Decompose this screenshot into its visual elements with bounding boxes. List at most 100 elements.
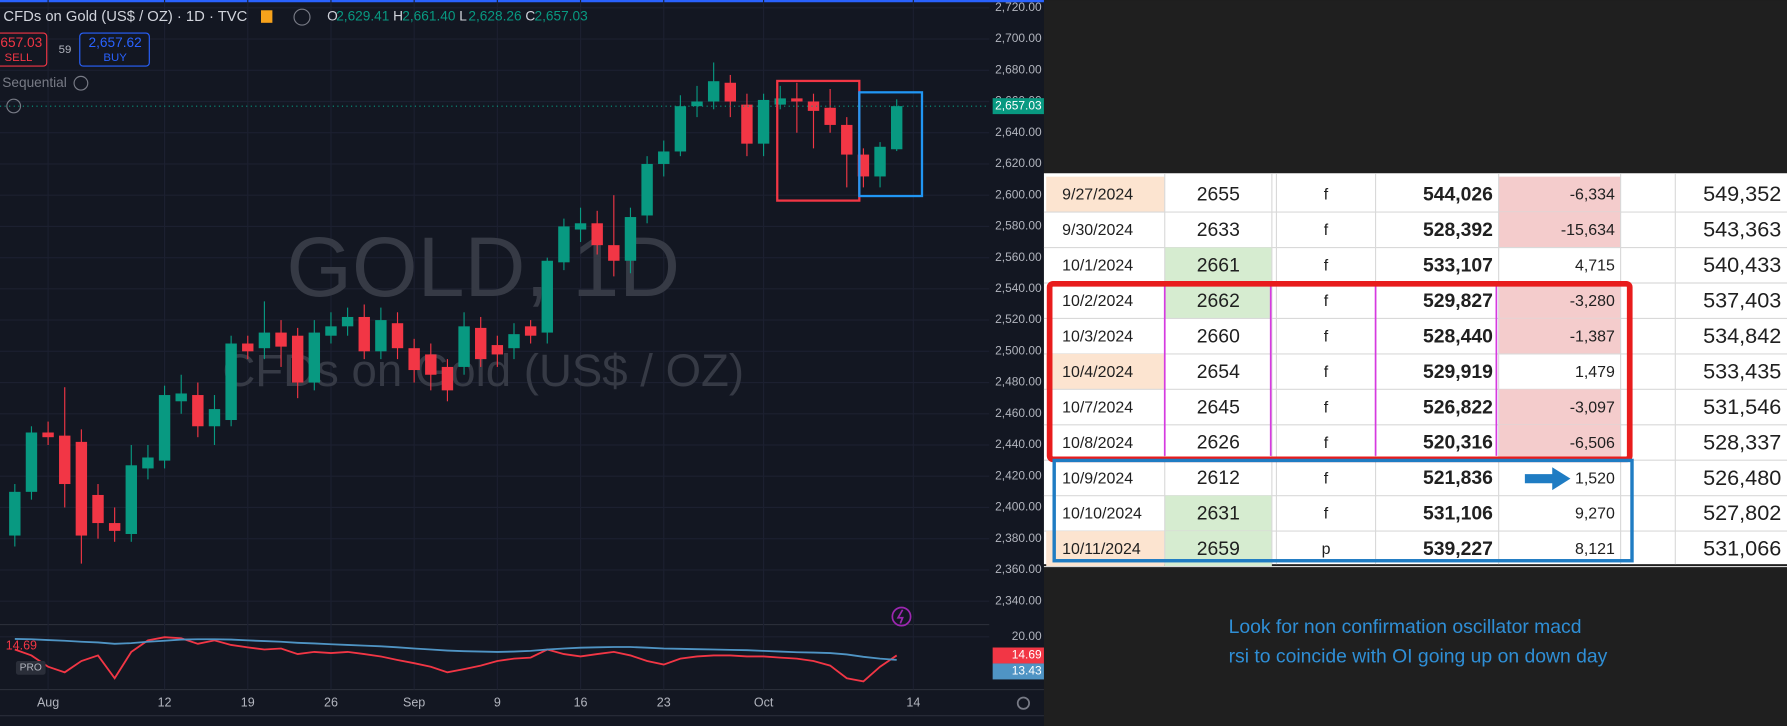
- x-tick-label: 23: [657, 696, 671, 710]
- cell-open-interest: 531,106: [1423, 503, 1493, 525]
- cell-price: 2633: [1197, 219, 1240, 241]
- candle-body: [225, 343, 237, 421]
- ohlc-value: 2,628.26: [468, 9, 521, 24]
- y-tick-label: 2,600.00: [995, 187, 1042, 201]
- candle-body: [857, 154, 870, 177]
- candle-body: [624, 217, 637, 261]
- cell-fill: [1046, 176, 1165, 213]
- cell-total: 527,802: [1703, 500, 1781, 525]
- candle-body: [707, 81, 720, 102]
- candle-body: [175, 393, 187, 402]
- cell-date: 10/9/2024: [1062, 470, 1133, 487]
- ohlc-key: L: [459, 9, 467, 24]
- cell-change: -1,387: [1570, 329, 1615, 346]
- sheet-annotations: [1046, 280, 1634, 563]
- candle-body: [375, 320, 387, 352]
- y-tick-label: 2,380.00: [995, 531, 1042, 545]
- candle-body: [308, 332, 321, 383]
- note-line: Look for non confirmation oscillator mac…: [1229, 616, 1582, 638]
- candle-body: [724, 82, 736, 102]
- cell-fill: [1046, 353, 1165, 390]
- arrow: [1524, 467, 1571, 491]
- chart-panel: [0, 0, 1044, 726]
- candle-body: [591, 223, 603, 246]
- x-tick-label: 26: [324, 696, 338, 710]
- alert-icon[interactable]: [891, 606, 912, 627]
- candle-body: [59, 435, 71, 485]
- candle-body: [874, 146, 886, 177]
- x-tick-label: 14: [906, 696, 920, 710]
- value-badge: [992, 663, 1044, 680]
- buy-price: 2,657.62: [89, 35, 142, 50]
- hide-icon[interactable]: [6, 98, 22, 114]
- eye-icon[interactable]: [293, 8, 311, 26]
- cell-total: 531,546: [1703, 394, 1781, 419]
- cell-date: 10/8/2024: [1062, 435, 1133, 452]
- cell-total: 543,363: [1703, 217, 1781, 242]
- y-tick-label: 2,580.00: [995, 219, 1042, 233]
- x-tick-label: Aug: [37, 696, 59, 710]
- cell-fill: [1498, 176, 1621, 213]
- settings-icon[interactable]: [1016, 696, 1030, 710]
- cell-change: -6,506: [1570, 435, 1615, 452]
- ohlc-key: C: [525, 9, 535, 24]
- candle-body: [508, 334, 520, 349]
- y-tick-label: 2,500.00: [995, 343, 1042, 357]
- buy-button[interactable]: [79, 32, 150, 67]
- sell-button[interactable]: [0, 32, 48, 67]
- y-tick-label: 2,460.00: [995, 406, 1042, 420]
- y-tick-label: 2,420.00: [995, 468, 1042, 482]
- cell-date: 10/2/2024: [1062, 293, 1133, 310]
- value-badge-label: 13.43: [1012, 664, 1042, 678]
- candle-body: [75, 441, 88, 536]
- cell-fill: [1164, 495, 1272, 532]
- cell-flag: f: [1324, 329, 1329, 346]
- candle-body: [458, 326, 470, 367]
- candle-body: [491, 345, 504, 355]
- cell-flag: f: [1324, 435, 1329, 452]
- candle-body: [158, 395, 171, 461]
- cell-change: -6,334: [1570, 187, 1615, 204]
- note-line: rsi to coincide with OI going up on down…: [1229, 646, 1608, 668]
- candle-body: [791, 98, 803, 102]
- indicator-value: 14.69: [6, 639, 37, 653]
- cell-fill: [1498, 389, 1621, 425]
- watermark-title: GOLD, 1D: [286, 220, 680, 314]
- cell-open-interest: 529,827: [1423, 290, 1493, 312]
- y-tick-label: 2,680.00: [995, 62, 1042, 76]
- y-tick-label: 2,540.00: [995, 281, 1042, 295]
- ohlc-value: 2,657.03: [535, 9, 588, 24]
- y-tick-label: 2,340.00: [995, 593, 1042, 607]
- pro-badge: [15, 661, 46, 675]
- cell-price: 2631: [1197, 503, 1240, 525]
- plot: [0, 62, 990, 683]
- candle-body: [674, 106, 687, 152]
- cell-price: 2662: [1197, 290, 1240, 312]
- flag-icon[interactable]: [260, 10, 273, 23]
- grid: [0, 0, 990, 690]
- cell-date: 10/11/2024: [1062, 541, 1141, 558]
- candle-body: [391, 323, 404, 349]
- x-tick-label: 12: [158, 696, 172, 710]
- hide-icon[interactable]: [73, 75, 89, 91]
- cell-flag: f: [1324, 364, 1329, 381]
- ohlc-value: 2,629.41: [336, 9, 389, 24]
- cell-fill: [1498, 318, 1621, 354]
- candle-body: [824, 107, 836, 125]
- candle-body: [841, 124, 853, 155]
- cell-date: 9/30/2024: [1062, 222, 1133, 239]
- buy-label: BUY: [103, 52, 127, 64]
- cell-open-interest: 539,227: [1423, 538, 1493, 560]
- cell-fill: [1498, 424, 1621, 461]
- cell-total: 534,842: [1703, 323, 1781, 348]
- candle-body: [741, 104, 753, 144]
- cell-change: 8,121: [1575, 541, 1615, 558]
- y-tick-label: 2,480.00: [995, 375, 1042, 389]
- value-badge-label: 14.69: [1012, 648, 1042, 662]
- x-tick-label: Sep: [403, 696, 425, 710]
- cell-fill: [1498, 212, 1621, 248]
- cell-fill: [1498, 282, 1621, 319]
- y-tick-label: 2,720.00: [995, 0, 1042, 14]
